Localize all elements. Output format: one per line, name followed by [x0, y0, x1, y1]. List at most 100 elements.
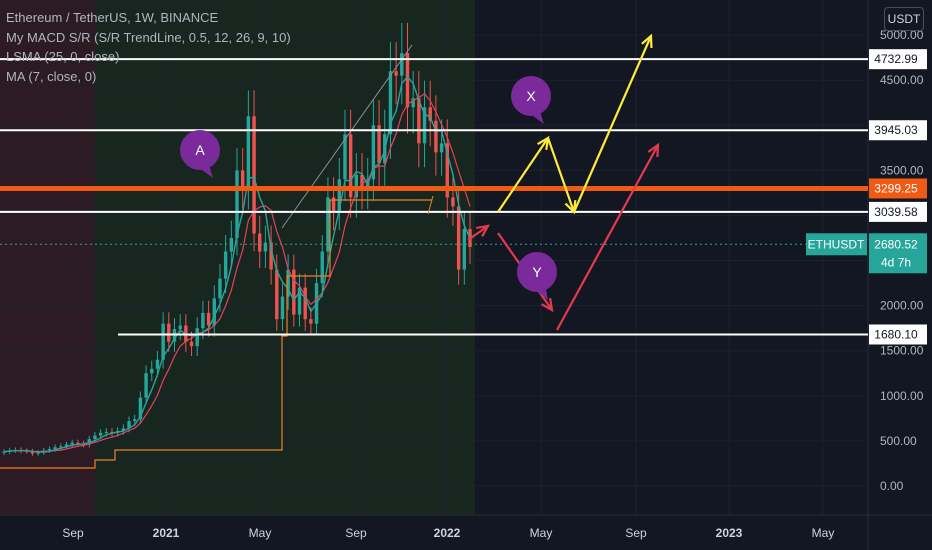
- candle-body: [150, 368, 154, 374]
- ma-line: [3, 92, 471, 453]
- candle-body: [155, 359, 160, 369]
- candle-body: [400, 53, 404, 76]
- candle-body: [428, 107, 432, 121]
- symbol-label: ETHUSDT: [808, 237, 865, 251]
- callout-bubble[interactable]: [511, 76, 551, 116]
- y-tick-label: 1500.00: [880, 344, 924, 358]
- candle-body: [138, 397, 143, 420]
- y-tick-label: 3500.00: [880, 163, 924, 177]
- candle-body: [337, 179, 341, 211]
- candle-body: [167, 323, 171, 342]
- y-tick-label: 4500.00: [880, 73, 924, 87]
- y-tick-label: 0.00: [880, 479, 904, 493]
- candle-body: [371, 125, 376, 180]
- red-arrow-small-head: [475, 224, 491, 238]
- candle-body: [286, 269, 290, 297]
- level-price-label: 4732.99: [874, 52, 918, 66]
- candle-body: [133, 419, 137, 422]
- candle-body: [280, 296, 285, 320]
- symbol-tag: [806, 233, 867, 256]
- yellow-arrow-up-2: [572, 35, 653, 213]
- x-tick-label: 2021: [153, 526, 180, 540]
- candle-body: [161, 323, 165, 360]
- candle-body: [343, 134, 347, 180]
- level-price-tag: [869, 201, 927, 222]
- candle-body: [53, 447, 57, 450]
- y-tick-label: 5000.00: [880, 28, 924, 42]
- candle-body: [269, 242, 273, 270]
- candle-body: [189, 341, 194, 347]
- candle-body: [439, 143, 444, 153]
- candle-body: [297, 287, 302, 315]
- red-arrow-up: [556, 144, 659, 331]
- candle-body: [434, 120, 438, 153]
- red-arrow-small: [467, 225, 489, 241]
- x-tick-label: May: [530, 526, 553, 540]
- sr-trendline: [0, 199, 432, 469]
- candle-body: [394, 71, 398, 76]
- candle-body: [212, 298, 216, 326]
- candle-body: [240, 170, 245, 189]
- yellow-arrow-up-2-head: [641, 33, 653, 49]
- candle-body: [235, 170, 239, 239]
- candle-body: [76, 442, 80, 444]
- candle-body: [309, 319, 313, 324]
- candle-body: [258, 233, 262, 252]
- legend-indicator-lsma: LSMA (25, 0, close): [6, 49, 120, 64]
- candle-body: [405, 53, 410, 108]
- level-price-tag: [869, 120, 927, 141]
- candle-body: [104, 431, 108, 433]
- candle-body: [263, 242, 268, 252]
- y-tick-label: 1000.00: [880, 389, 924, 403]
- candle-body: [422, 107, 427, 144]
- x-tick-label: May: [812, 526, 835, 540]
- rising-trendline: [281, 44, 413, 229]
- candle-body: [388, 71, 393, 135]
- candle-body: [206, 312, 211, 326]
- candle-body: [326, 197, 330, 252]
- callout-bubble[interactable]: [180, 130, 220, 170]
- currency-button[interactable]: USDT: [884, 7, 924, 31]
- candle-body: [93, 435, 97, 440]
- level-price-tag: [869, 49, 927, 70]
- candle-body: [59, 446, 63, 448]
- callout-bubble[interactable]: [517, 252, 557, 292]
- candle-body: [411, 98, 415, 108]
- x-tick-label: 2023: [716, 526, 743, 540]
- candle-body: [331, 197, 336, 211]
- level-price-label: 3299.25: [874, 181, 918, 195]
- candle-body: [144, 373, 148, 398]
- candle-body: [320, 251, 324, 284]
- candle-body: [98, 432, 103, 436]
- red-arrow-down-head: [540, 297, 554, 313]
- legend-indicator-ma: MA (7, close, 0): [6, 68, 97, 84]
- candle-body: [223, 251, 228, 279]
- y-tick-label: 2000.00: [880, 299, 924, 313]
- candle-body: [201, 312, 205, 329]
- red-arrow-up-head: [647, 142, 660, 158]
- lsma-line: [3, 75, 471, 453]
- level-price-tag: [869, 324, 927, 345]
- candle-body: [451, 197, 455, 207]
- x-tick-label: Sep: [62, 526, 84, 540]
- level-price-tag: [869, 178, 927, 199]
- candle-body: [127, 421, 131, 429]
- candle-body: [218, 278, 222, 299]
- candle-body: [110, 431, 114, 433]
- orange-mark: [427, 195, 434, 215]
- candle-body: [377, 125, 381, 164]
- x-tick-label: May: [249, 526, 272, 540]
- candle-body: [2, 451, 6, 453]
- candle-body: [462, 228, 467, 270]
- candle-body: [246, 116, 251, 189]
- candle-body: [121, 428, 126, 431]
- level-price-label: 3039.58: [874, 205, 918, 219]
- candle-body: [252, 116, 256, 234]
- candle-body: [275, 269, 279, 320]
- countdown-label: 4d 7h: [881, 255, 911, 269]
- candle-body: [303, 287, 307, 320]
- candle-body: [360, 174, 364, 189]
- callout-label-x: X: [526, 88, 536, 104]
- chart-legend: Ethereum / TetherUS, 1W, BINANCE My MACD…: [6, 8, 291, 86]
